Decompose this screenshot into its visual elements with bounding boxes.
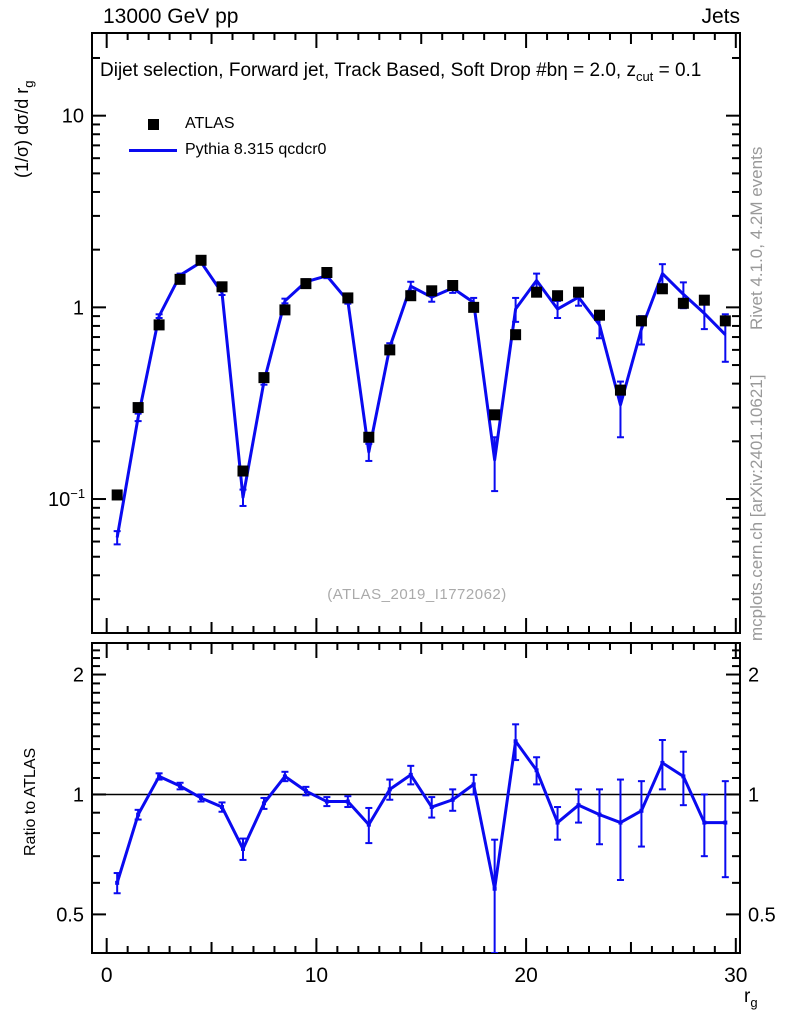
- mcplots-arxiv-note: mcplots.cern.ch [arXiv:2401.10621]: [747, 374, 766, 641]
- x-axis-label: rg: [744, 986, 758, 1010]
- analysis-id-watermark: (ATLAS_2019_I1772062): [327, 586, 507, 603]
- x-label-subscript: g: [750, 995, 758, 1010]
- svg-text:2: 2: [73, 665, 84, 687]
- legend-label: Pythia 8.315 qcdcr0: [185, 141, 327, 158]
- svg-text:0.5: 0.5: [748, 904, 776, 926]
- legend-entry-atlas: ATLAS: [127, 111, 326, 137]
- svg-text:1: 1: [748, 784, 759, 806]
- y-label-subscript: g: [21, 80, 36, 88]
- svg-text:1: 1: [73, 784, 84, 806]
- main-y-axis-label: (1/σ) dσ/d rg: [12, 81, 36, 178]
- legend-marker-line: [127, 148, 179, 152]
- svg-text:0.5: 0.5: [56, 904, 84, 926]
- svg-text:10−1: 10−1: [48, 486, 85, 511]
- x-label-text: r: [744, 986, 751, 1007]
- analysis-group-label: Jets: [701, 5, 740, 28]
- ratio-y-axis-label: Ratio to ATLAS: [22, 747, 39, 856]
- legend: ATLAS Pythia 8.315 qcdcr0: [127, 111, 326, 163]
- svg-text:30: 30: [724, 964, 747, 987]
- svg-text:10: 10: [62, 106, 84, 128]
- svg-text:0: 0: [101, 964, 113, 987]
- legend-entry-pythia: Pythia 8.315 qcdcr0: [127, 137, 326, 163]
- plot-title-subscript: cut: [635, 69, 654, 84]
- y-label-text: (1/σ) dσ/d r: [12, 87, 32, 178]
- svg-text:20: 20: [514, 964, 537, 987]
- plot-title: Dijet selection, Forward jet, Track Base…: [100, 60, 786, 84]
- beam-energy-label: 13000 GeV pp: [103, 5, 239, 28]
- legend-marker-square: [127, 118, 179, 130]
- legend-label: ATLAS: [185, 115, 235, 132]
- svg-text:10: 10: [305, 964, 328, 987]
- plot-title-suffix: = 0.1: [653, 60, 702, 81]
- svg-text:2: 2: [748, 665, 759, 687]
- plot-title-text: Dijet selection, Forward jet, Track Base…: [100, 60, 636, 81]
- rivet-version-note: Rivet 4.1.0, 4.2M events: [747, 146, 766, 330]
- svg-text:1: 1: [73, 297, 84, 319]
